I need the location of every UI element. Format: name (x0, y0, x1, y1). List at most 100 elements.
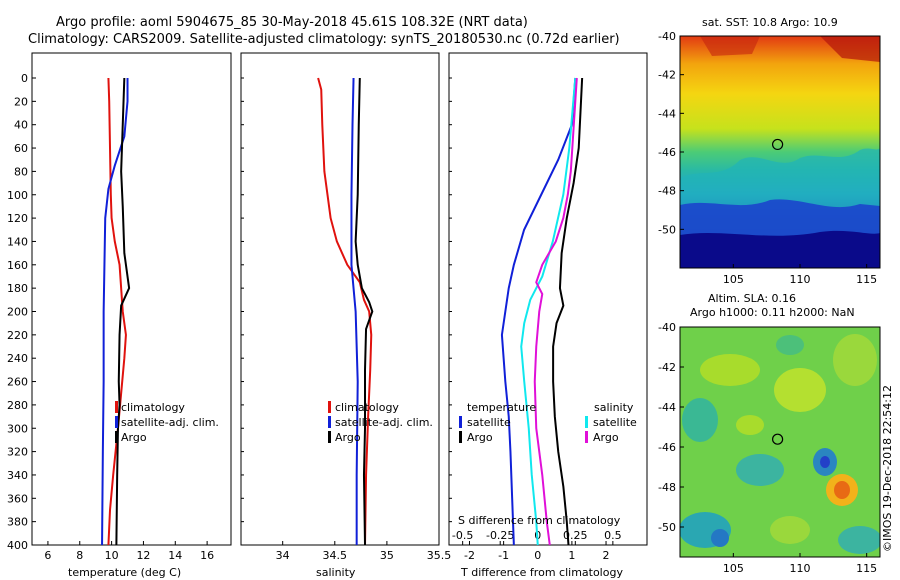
series-line-s-satellite (520, 77, 577, 546)
salinity-lines (317, 77, 374, 546)
lat-tick-label: -40 (658, 321, 676, 334)
lat-tick-label: -44 (658, 107, 676, 120)
s-top-tick-label: 0.25 (563, 529, 588, 542)
depth-tick-label: 360 (7, 492, 28, 505)
legend-swatch-s-argo (585, 431, 588, 443)
x-tick-label: 34.5 (323, 549, 348, 562)
depth-tick-label: 40 (14, 119, 28, 132)
salinity-legend: climatology satellite-adj. clim. Argo (328, 401, 433, 444)
salinity-axis-label: salinity (316, 566, 356, 579)
x-tick-label: 16 (200, 549, 214, 562)
argo-position-marker (771, 138, 784, 151)
series-line-climatology (317, 77, 373, 546)
x-tick-label: -1 (498, 549, 509, 562)
legend-label-s-satellite: satellite (593, 416, 637, 429)
legend-swatch-climatology (115, 401, 118, 413)
lon-tick-label: 115 (856, 562, 877, 575)
x-tick-label: 1 (568, 549, 575, 562)
legend-label-satellite: satellite-adj. clim. (121, 416, 219, 429)
depth-tick-label: 160 (7, 259, 28, 272)
sla-title-line1: Altim. SLA: 0.16 (708, 292, 796, 305)
argo-position-marker (771, 433, 784, 445)
legend-swatch-climatology (328, 401, 331, 413)
lat-tick-label: -44 (658, 401, 676, 414)
legend-swatch-t-satellite (459, 416, 462, 428)
sla-map-panel: Altim. SLA: 0.16 Argo h1000: 0.11 h2000:… (658, 292, 881, 575)
difference-lines (500, 77, 584, 546)
sla-map-axes: 105 110 115 -40 -42 -44 -46 -48 -50 (658, 321, 877, 575)
x-tick-label: 35 (380, 549, 394, 562)
figure-title-line2: Climatology: CARS2009. Satellite-adjuste… (28, 32, 620, 47)
x-tick-label: 2 (603, 549, 610, 562)
legend-label-t-satellite: satellite (467, 416, 511, 429)
x-tick-label: -2 (464, 549, 475, 562)
legend-swatch-argo (328, 431, 331, 443)
legend-label-argo: Argo (121, 431, 147, 444)
temperature-panel: 0 20 40 60 80 100 120 140 160 180 200 220 240 260 280 3… (7, 52, 232, 579)
lat-tick-label: -48 (658, 185, 676, 198)
depth-tick-label: 180 (7, 282, 28, 295)
temperature-x-axis: 6 8 10 12 14 16 (44, 541, 214, 562)
depth-tick-label: 260 (7, 376, 28, 389)
sst-map-title: sat. SST: 10.8 Argo: 10.9 (702, 16, 838, 29)
x-tick-label: 8 (76, 549, 83, 562)
depth-tick-label: 400 (7, 539, 28, 552)
x-tick-label: 14 (168, 549, 182, 562)
legend-label-s-argo: Argo (593, 431, 619, 444)
legend-label-t-argo: Argo (467, 431, 493, 444)
x-tick-label: 35.5 (427, 549, 452, 562)
lon-tick-label: 110 (790, 562, 811, 575)
x-tick-label: 34 (276, 549, 290, 562)
legend-label-argo: Argo (335, 431, 361, 444)
x-tick-label: 6 (44, 549, 51, 562)
lat-tick-label: -48 (658, 481, 676, 494)
difference-panel: -2 -1 0 1 2 -0.5 -0.25 0 0.25 0.5 T difference f… (448, 52, 648, 579)
s-top-tick-label: -0.25 (486, 529, 514, 542)
legend-swatch-t-argo (459, 431, 462, 443)
series-line-argo (115, 77, 131, 546)
depth-tick-label: 140 (7, 235, 28, 248)
t-difference-axis-label: T difference from climatology (460, 566, 623, 579)
salinity-panel: 34 34.5 35 35.5 salinity climatology satell… (240, 52, 452, 579)
legend-swatch-satellite (115, 416, 118, 428)
temperature-axis-label: temperature (deg C) (68, 566, 181, 579)
legend-title-temperature: temperature (467, 401, 536, 414)
lat-tick-label: -40 (658, 30, 676, 43)
depth-tick-label: 220 (7, 329, 28, 342)
s-top-tick-label: -0.5 (452, 529, 473, 542)
sst-map-panel: sat. SST: 10.8 Argo: 10.9 105 110 115 -40 -4… (658, 16, 881, 286)
series-line-satellite-adj-clim- (101, 78, 129, 546)
series-line-argo (354, 77, 374, 546)
lon-tick-label: 105 (723, 562, 744, 575)
series-line-climatology (107, 77, 127, 546)
depth-tick-label: 340 (7, 469, 28, 482)
legend-label-satellite: satellite-adj. clim. (335, 416, 433, 429)
difference-legend: temperature satellite Argo salinity sate… (459, 401, 637, 444)
figure-title-line1: Argo profile: aoml 5904675_85 30-May-201… (56, 15, 528, 30)
lon-tick-label: 105 (723, 273, 744, 286)
series-line-t-argo (552, 77, 584, 546)
legend-swatch-argo (115, 431, 118, 443)
depth-tick-label: 300 (7, 422, 28, 435)
legend-title-salinity: salinity (594, 401, 634, 414)
imos-watermark: ©IMOS 19-Dec-2018 22:54:12 (881, 385, 894, 552)
legend-label-climatology: climatology (335, 401, 399, 414)
depth-tick-label: 100 (7, 189, 28, 202)
depth-tick-label: 240 (7, 352, 28, 365)
lat-tick-label: -50 (658, 521, 676, 534)
s-difference-axis-label: S difference from climatology (458, 514, 621, 527)
depth-tick-label: 20 (14, 95, 28, 108)
x-tick-label: 0 (534, 549, 541, 562)
sla-title-line2: Argo h1000: 0.11 h2000: NaN (690, 306, 855, 319)
salinity-x-axis: 34 34.5 35 35.5 (241, 77, 452, 562)
depth-tick-label: 120 (7, 212, 28, 225)
legend-label-climatology: climatology (121, 401, 185, 414)
x-tick-label: 10 (105, 549, 119, 562)
temperature-legend: climatology satellite-adj. clim. Argo (115, 401, 219, 444)
depth-axis: 0 20 40 60 80 100 120 140 160 180 200 220 240 260 280 3… (7, 72, 36, 552)
depth-tick-label: 320 (7, 446, 28, 459)
s-top-tick-label: 0.5 (604, 529, 622, 542)
depth-tick-label: 0 (21, 72, 28, 85)
series-line-satellite-adj-clim- (350, 77, 359, 545)
